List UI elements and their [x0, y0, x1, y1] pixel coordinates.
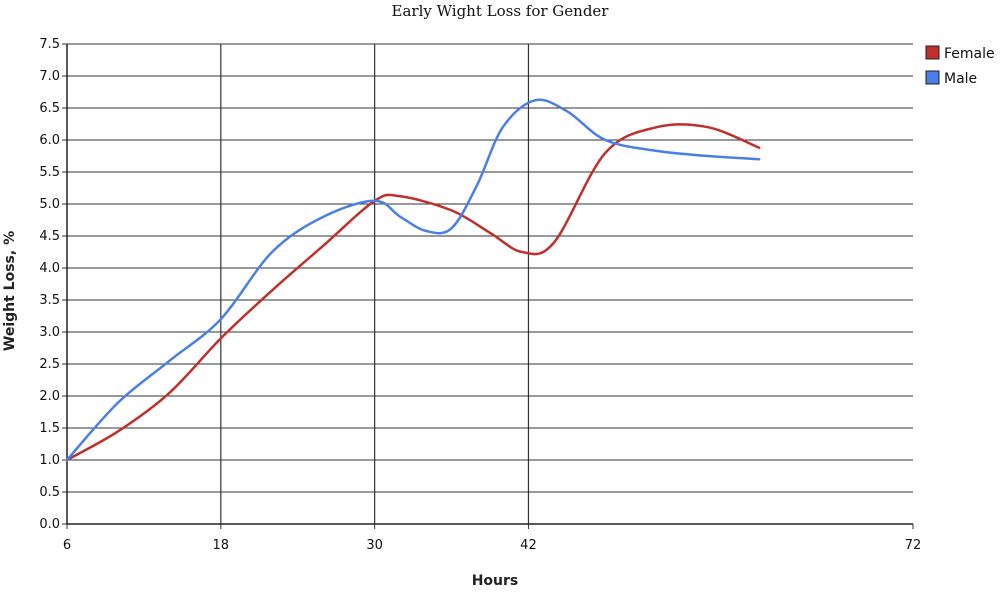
y-tick-label: 7.0 [39, 69, 60, 84]
x-tick-label: 6 [63, 538, 71, 553]
series-layer [65, 98, 761, 462]
y-tick-label: 7.5 [39, 37, 60, 52]
y-tick-label: 2.0 [39, 389, 60, 404]
legend-label: Male [944, 71, 977, 87]
y-tick-label: 0.0 [39, 517, 60, 532]
y-tick-label: 1.0 [39, 453, 60, 468]
chart-title: Early Wight Loss for Gender [391, 2, 609, 20]
x-tick-label: 42 [520, 538, 537, 553]
y-tick-label: 3.0 [39, 325, 60, 340]
y-tick-label: 6.5 [39, 101, 60, 116]
grid-layer [62, 43, 914, 529]
y-tick-label: 3.5 [39, 293, 60, 308]
legend-swatch [925, 70, 940, 85]
x-axis-title: Hours [472, 573, 519, 589]
x-tick-label: 30 [366, 538, 383, 553]
y-tick-label: 5.0 [39, 197, 60, 212]
legend-item-male: Male [925, 70, 977, 87]
axes [66, 44, 913, 525]
y-tick-label: 0.5 [39, 485, 60, 500]
x-tick-label: 18 [213, 538, 230, 553]
legend-label: Female [944, 46, 995, 62]
y-tick-label: 5.5 [39, 165, 60, 180]
legend-swatch [925, 45, 940, 60]
y-axis-title: Weight Loss, % [2, 231, 18, 351]
series-line-female [65, 123, 761, 462]
x-tick-label: 72 [905, 538, 922, 553]
tick-labels: 0.0 0.5 1.0 1.5 2.0 2.5 3.0 3.5 4.0 4.5 5.0 5.5 6.0 6… [39, 37, 921, 553]
y-tick-label: 6.0 [39, 133, 60, 148]
y-tick-label: 2.5 [39, 357, 60, 372]
y-tick-label: 4.5 [39, 229, 60, 244]
y-tick-label: 1.5 [39, 421, 60, 436]
legend: Female Male [925, 45, 995, 87]
series-line-male [65, 98, 761, 462]
y-tick-label: 4.0 [39, 261, 60, 276]
legend-item-female: Female [925, 45, 995, 62]
